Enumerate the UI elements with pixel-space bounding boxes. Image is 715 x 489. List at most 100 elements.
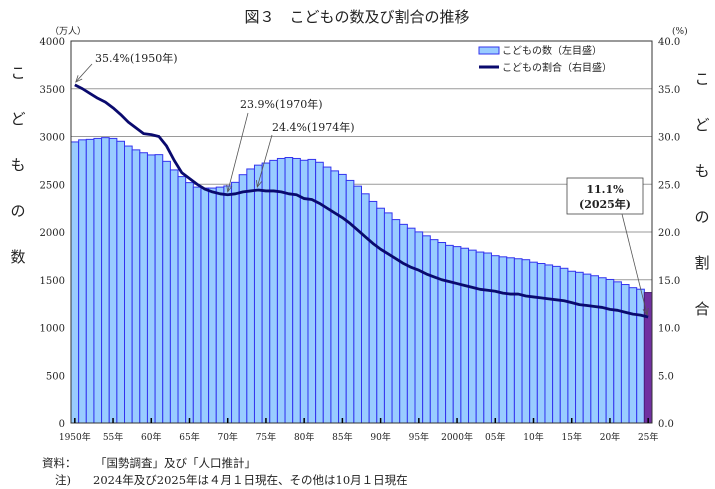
right-tick-label: 15.0 [658, 276, 680, 287]
bar-2013 [552, 265, 561, 424]
left-axis-label-char: ど [10, 110, 25, 128]
bar-1997 [429, 239, 439, 424]
bar-1964 [177, 176, 187, 424]
bar-2021 [613, 281, 622, 424]
bar-1984 [330, 170, 340, 424]
left-unit: （万人） [50, 26, 86, 37]
left-tick-label: 0 [59, 419, 65, 430]
bar-2010 [529, 261, 538, 424]
right-axis-label-char: の [694, 208, 709, 226]
bar-1969 [215, 186, 225, 424]
x-tick-label: 90年 [370, 431, 390, 443]
x-tick-label: 70年 [217, 431, 237, 443]
chart-title: 図３ こどもの数及び割合の推移 [244, 8, 469, 26]
arrow-head-icon [75, 75, 83, 83]
right-tick-label: 40.0 [658, 37, 680, 48]
bar-1995 [414, 231, 424, 424]
bar-2017 [582, 273, 592, 424]
x-tick-label: 65年 [179, 431, 199, 443]
bar-2000 [452, 246, 462, 424]
right-axis-label-char: 合 [694, 300, 709, 318]
bar-2006 [498, 256, 508, 424]
bar-1987 [353, 185, 362, 424]
bar-1996 [422, 235, 431, 424]
bar-1992 [391, 219, 401, 424]
bar-1955 [108, 137, 118, 424]
annotation-1974: 24.4%(1974年) [272, 120, 355, 134]
bar-1972 [238, 174, 248, 424]
legend-bar-label: こどもの数（左目盛） [502, 44, 602, 57]
bar-1975 [261, 162, 271, 424]
left-tick-label: 1500 [40, 276, 65, 287]
left-tick-label: 3000 [40, 133, 65, 144]
bar-2004 [483, 252, 492, 424]
annotation-arrow [256, 134, 273, 188]
bar-2012 [544, 264, 554, 424]
legend-bar-swatch [478, 46, 500, 55]
legend-line-label: こどもの割合（右目盛） [502, 61, 612, 74]
right-tick-label: 30.0 [658, 133, 680, 144]
bar-2019 [597, 277, 607, 424]
bar-1994 [406, 227, 416, 424]
left-axis-label-char: の [10, 202, 25, 220]
x-tick-label: 95年 [409, 431, 429, 443]
bar-1954 [101, 137, 110, 424]
x-tick-label: 15年 [562, 431, 582, 443]
bar-1989 [368, 200, 378, 424]
x-tick-label: 25年 [638, 431, 658, 443]
arrow-head-icon [642, 308, 649, 316]
annotation-arrow [621, 213, 648, 316]
right-axis-label-char: も [694, 162, 709, 180]
left-tick-label: 4000 [40, 37, 65, 48]
right-tick-label: 0.0 [658, 419, 674, 430]
left-axis-label-char: 数 [10, 248, 25, 266]
bar-1961 [154, 154, 164, 424]
x-tick-label: 10年 [523, 431, 543, 443]
bar-2005 [490, 255, 500, 424]
x-tick-label: 60年 [141, 431, 161, 443]
bar-1963 [169, 169, 179, 424]
chart: 図３ こどもの数及び割合の推移 （万人） (%) こどもの数 こどもの割合 0 0.0 500… [10, 8, 709, 443]
bar-1998 [437, 242, 447, 424]
x-tick-label: 05年 [485, 431, 505, 443]
right-tick-label: 20.0 [658, 228, 680, 239]
right-axis-label-char: ど [694, 116, 709, 134]
annotation-1970: 23.9%(1970年) [240, 97, 323, 111]
bar-1976 [269, 159, 278, 424]
x-tick-label: 2000年 [441, 431, 473, 443]
right-tick-label: 10.0 [658, 324, 680, 335]
annotation-2025-year: (2025年) [579, 197, 631, 211]
bar-1956 [116, 140, 126, 424]
x-tick-label: 75年 [256, 431, 276, 443]
note-text: 2024年及び2025年は４月１日現在、その他は10月１日現在 [93, 473, 408, 487]
left-tick-label: 2500 [40, 180, 65, 191]
note-label: 注) [55, 473, 71, 487]
left-axis-label-char: こ [10, 64, 25, 82]
bar-1971 [231, 181, 240, 424]
bar-1970 [223, 185, 233, 424]
annotation-2025-box [566, 177, 644, 215]
bar-1958 [131, 149, 141, 424]
x-tick-label: 20年 [600, 431, 620, 443]
x-tick-label: 85年 [332, 431, 352, 443]
ratio-line [74, 83, 649, 319]
bar-1952 [85, 138, 95, 424]
bar-1962 [162, 160, 171, 424]
annotation-arrow [75, 63, 93, 83]
right-tick-label: 5.0 [658, 371, 674, 382]
bar-2016 [575, 271, 584, 424]
bar-1973 [246, 168, 255, 424]
x-tick-label: 80年 [294, 431, 314, 443]
bar-1951 [78, 139, 87, 424]
bar-1957 [124, 145, 133, 424]
bar-2023 [628, 287, 638, 424]
bar-1990 [376, 207, 385, 424]
bar-1965 [185, 182, 194, 424]
arrow-head-icon [226, 184, 233, 193]
source-text: 「国勢調査」及び「人口推計」 [95, 456, 256, 470]
right-axis-label-char: こ [694, 70, 709, 88]
bar-2002 [468, 249, 477, 424]
bar-2015 [567, 270, 577, 424]
bar-1991 [383, 212, 393, 424]
